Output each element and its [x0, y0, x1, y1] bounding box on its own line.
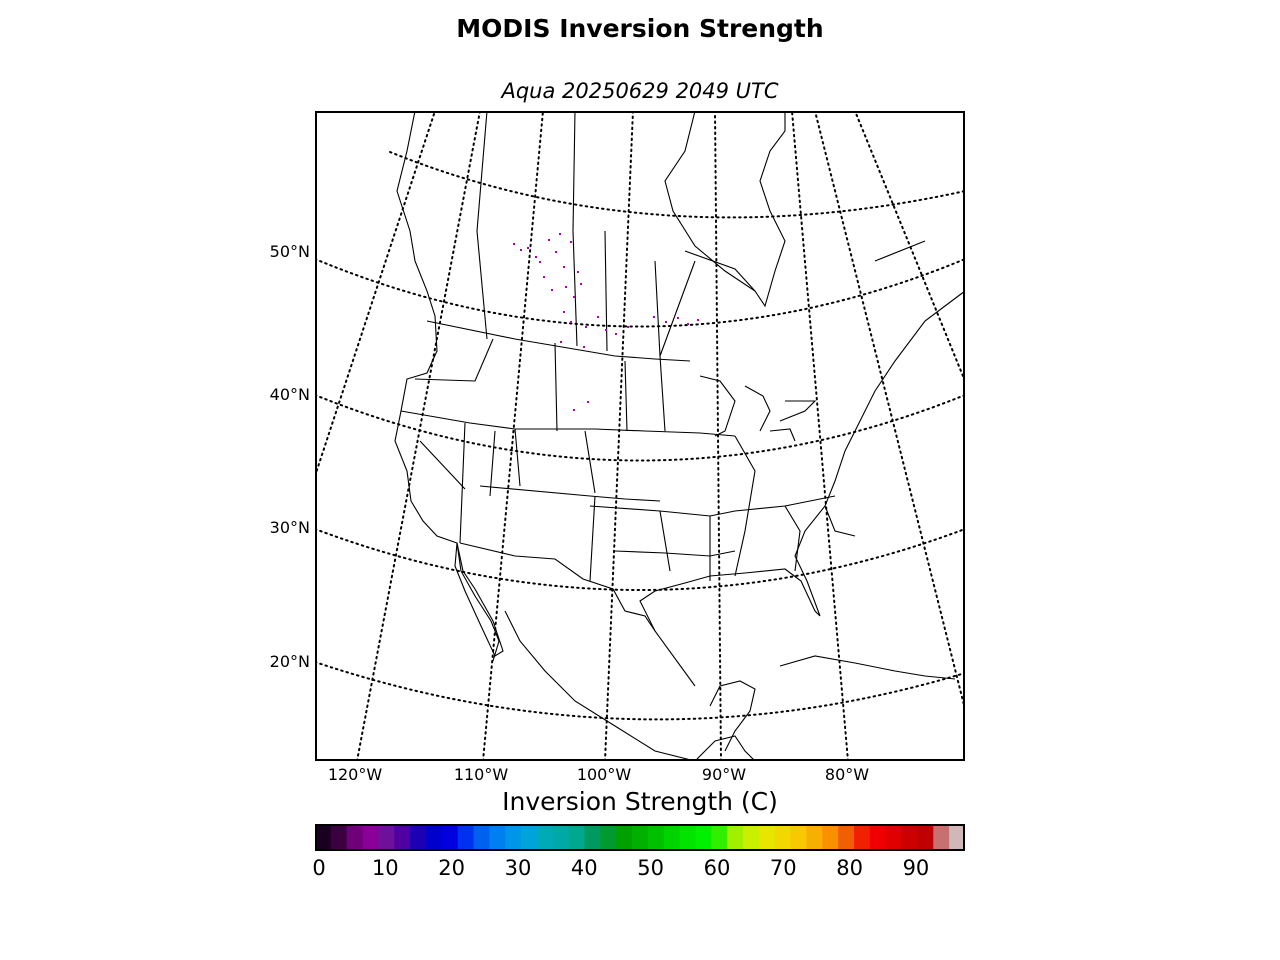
colorbar-tick-label: 30 [504, 856, 532, 880]
lon-label-120w: 120°W [327, 765, 383, 784]
colorbar-segment [346, 824, 364, 851]
colorbar-segment [473, 824, 490, 851]
colorbar-segment [457, 824, 475, 851]
yucatan [709, 680, 756, 752]
colorbar-segment [600, 824, 617, 851]
meridian-gridlines [315, 111, 965, 761]
colorbar-tick-label: 50 [637, 856, 664, 880]
colorbar-segment [552, 824, 570, 851]
us-canada-border [426, 320, 691, 362]
colorbar-segment [425, 824, 443, 851]
colorbar-segment [410, 824, 427, 851]
lat-label-40n: 40°N [269, 385, 310, 404]
central-america [694, 735, 756, 761]
colorbar-segment [616, 824, 633, 851]
colorbar-segment [679, 824, 697, 851]
colorbar-tick-label: 40 [570, 856, 598, 880]
parallel-gridlines [315, 151, 965, 721]
colorbar-tick-label: 10 [371, 856, 399, 880]
map-panel [315, 111, 965, 761]
colorbar-tick-label: 80 [836, 856, 863, 880]
colorbar-segment [917, 824, 934, 851]
atlantic-canada [854, 290, 965, 432]
colorbar-segment [901, 824, 919, 851]
colorbar-segment [949, 824, 965, 851]
colorbar-segment [505, 824, 522, 851]
colorbar-segment [727, 824, 744, 851]
colorbar-segment [330, 824, 348, 851]
colorbar-segment [489, 824, 506, 851]
hudson-bay [664, 111, 786, 308]
canadian-provinces [476, 111, 926, 357]
great-lakes [699, 375, 817, 442]
state-lines [400, 338, 856, 582]
chart-subtitle: Aqua 20250629 2049 UTC [501, 79, 779, 103]
pacific-coast [394, 111, 500, 662]
colorbar-segment [394, 824, 411, 851]
us-mexico-border [459, 542, 656, 632]
colorbar-segment [362, 824, 380, 851]
lat-label-20n: 20°N [269, 652, 310, 671]
gulf-coast [639, 430, 856, 687]
colorbar-segment [441, 824, 459, 851]
colorbar-segment [378, 824, 395, 851]
colorbar-segment [869, 824, 887, 851]
colorbar-segment [838, 824, 855, 851]
lon-label-80w: 80°W [824, 765, 870, 784]
colorbar-segment [790, 824, 808, 851]
lat-label-50n: 50°N [269, 242, 310, 261]
colorbar-segment [806, 824, 823, 851]
lon-label-90w: 90°W [701, 765, 747, 784]
colorbar-segment [743, 824, 760, 851]
colorbar-tick-label: 0 [312, 856, 326, 880]
colorbar-tick-label: 60 [703, 856, 731, 880]
colorbar-segment [758, 824, 776, 851]
cuba [779, 655, 956, 680]
lon-label-100w: 100°W [576, 765, 632, 784]
colorbar-label: Inversion Strength (C) [502, 787, 778, 816]
colorbar-segment [632, 824, 649, 851]
map-border [315, 111, 965, 761]
inversion-data-pixels [513, 233, 699, 411]
colorbar-segment [933, 824, 950, 851]
colorbar-segment [711, 824, 728, 851]
colorbar-segment [822, 824, 839, 851]
colorbar-segment [568, 824, 586, 851]
colorbar [315, 824, 965, 851]
colorbar-segment [854, 824, 871, 851]
colorbar-tick-label: 70 [769, 856, 797, 880]
colorbar-segment [885, 824, 903, 851]
colorbar-segment [647, 824, 665, 851]
colorbar-segment [536, 824, 554, 851]
colorbar-tick-label: 20 [438, 856, 465, 880]
lat-label-30n: 30°N [269, 518, 310, 537]
colorbar-segment [315, 824, 332, 851]
coastlines-and-borders [394, 111, 965, 761]
mexico-coast [504, 610, 696, 761]
colorbar-border [315, 824, 965, 851]
colorbar-segment [695, 824, 712, 851]
colorbar-segment [663, 824, 681, 851]
baja [454, 542, 504, 657]
colorbar-segment [774, 824, 792, 851]
chart-title: MODIS Inversion Strength [456, 14, 824, 43]
colorbar-tick-label: 90 [902, 856, 930, 880]
lon-label-110w: 110°W [453, 765, 509, 784]
colorbar-segment [521, 824, 538, 851]
colorbar-segment [584, 824, 601, 851]
